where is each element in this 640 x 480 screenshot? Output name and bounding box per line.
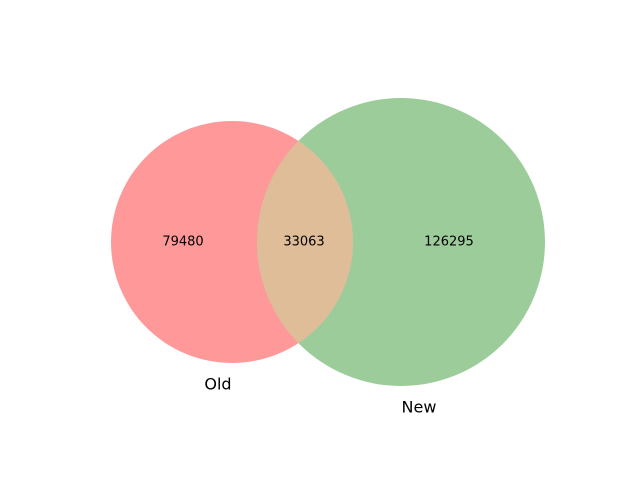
intersection-region <box>257 121 353 363</box>
old-set-label: Old <box>204 375 231 394</box>
old-only-count: 79480 <box>162 235 203 250</box>
new-set-label: New <box>402 398 437 417</box>
new-only-count: 126295 <box>424 235 474 250</box>
intersection-count: 33063 <box>283 235 324 250</box>
